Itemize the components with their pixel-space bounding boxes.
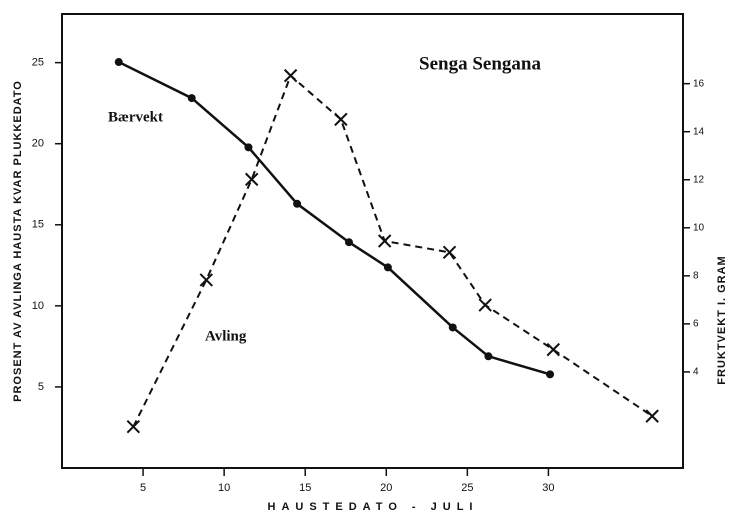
point [546, 342, 560, 357]
x-tick-label: 30 [542, 482, 554, 494]
y2-tick-label: 4 [693, 367, 699, 378]
point [187, 94, 196, 103]
point [334, 112, 348, 127]
x-tick-label: 25 [461, 482, 473, 494]
point [546, 370, 555, 379]
y2-tick-label: 6 [693, 319, 699, 330]
y2-tick-label: 10 [693, 222, 705, 233]
point [383, 263, 392, 272]
y-tick-label: 25 [32, 57, 44, 69]
point [293, 199, 302, 208]
point [484, 352, 493, 361]
series-label: Bærvekt [108, 109, 163, 125]
plot-frame [61, 13, 684, 469]
y-axis-label: PROSENT AV AVLINGA HAUSTA KVAR PLUKKEDAT… [12, 80, 24, 402]
point [645, 409, 659, 423]
y2-tick-label: 12 [693, 174, 705, 185]
y-tick-label: 15 [32, 219, 44, 231]
chart-title: Senga Sengana [419, 53, 541, 74]
x-tick-label: 10 [218, 482, 230, 494]
x-tick-label: 5 [140, 482, 146, 494]
x-tick-label: 20 [380, 482, 392, 494]
y2-tick-label: 14 [693, 126, 705, 137]
point [442, 245, 457, 260]
y-tick-label: 10 [32, 300, 44, 312]
point [344, 238, 353, 247]
point [283, 68, 298, 83]
point [244, 143, 253, 152]
y2-axis-label: FRUKTVEKT I. GRAM [716, 255, 728, 384]
y-tick-label: 5 [38, 381, 44, 393]
point [478, 298, 492, 312]
x-axis-label: HAUSTEDATO - JULI [268, 501, 479, 513]
point [377, 234, 392, 248]
point [199, 273, 214, 287]
series-line [132, 73, 653, 428]
y2-tick-label: 16 [693, 78, 705, 89]
x-tick-label: 15 [299, 482, 311, 494]
series-label: Avling [205, 328, 247, 344]
point [244, 172, 259, 187]
point [448, 323, 457, 332]
point [114, 58, 123, 67]
point [126, 419, 141, 434]
y-tick-label: 20 [32, 138, 44, 150]
y2-tick-label: 8 [693, 270, 699, 281]
